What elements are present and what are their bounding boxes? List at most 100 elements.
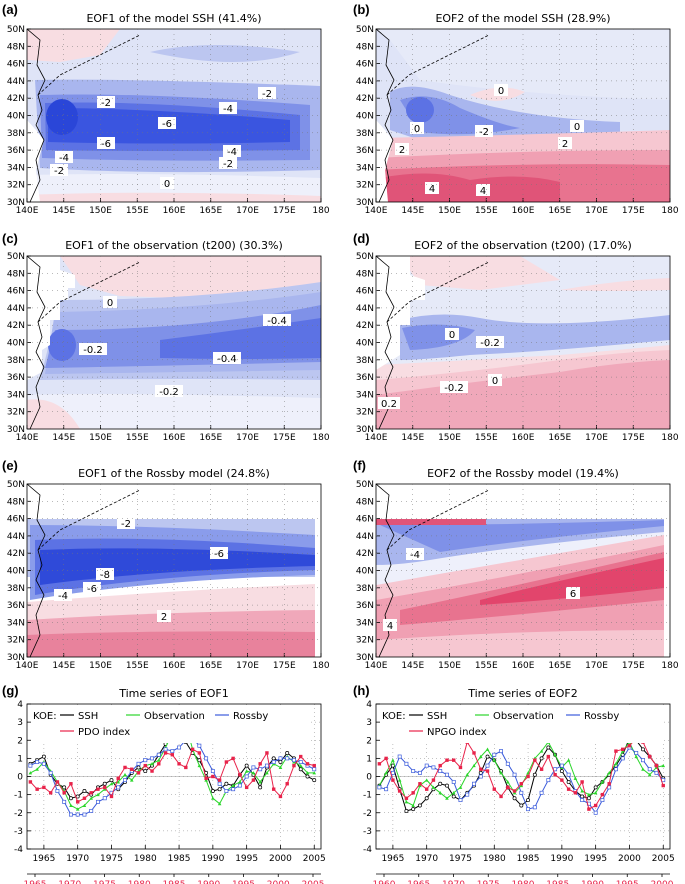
map-title: EOF1 of the model SSH (41.4%) [86, 12, 261, 25]
x-axis: 1965 1970 1975 1980 1985 1990 1995 2000 2005 [32, 845, 326, 864]
data-point [177, 762, 181, 766]
x2-tick-label: 1970 [442, 880, 465, 884]
data-point [238, 780, 242, 784]
y-tick-label: 38N [7, 584, 25, 594]
y-tick-label: 44N [356, 532, 374, 542]
contour-labels: 0 -0.2 0 -0.2 0.2 [378, 328, 504, 410]
data-point [492, 787, 496, 791]
contour-labels: -4 6 4 [383, 548, 580, 632]
svg-text:0: 0 [574, 122, 580, 133]
data-point [156, 752, 161, 757]
svg-text:-6: -6 [214, 549, 224, 560]
y-tick-label: 4 [17, 700, 23, 710]
contour-labels: 0 -0.2 -0.4 -0.4 -0.2 [79, 296, 291, 398]
data-point [298, 767, 303, 772]
x-tick-label: 1975 [100, 854, 123, 864]
y-tick-label: 50N [356, 252, 374, 262]
svg-text:-6: -6 [87, 584, 97, 595]
contour-label: 0 [488, 374, 502, 387]
data-point [438, 769, 443, 774]
x2-tick-label: 2005 [302, 880, 325, 884]
x-tick-label: 2000 [269, 854, 292, 864]
data-point [184, 765, 188, 770]
contour-label: -2 [219, 157, 237, 170]
data-point [48, 770, 53, 775]
data-point [157, 762, 161, 766]
y-tick-label: 2 [366, 736, 372, 746]
y-tick-label: -2 [363, 809, 372, 819]
data-point [620, 756, 625, 761]
x-axis: 140E 145E 150E 155E 160E 165E 170E 175E 180 [16, 256, 330, 443]
data-point [404, 800, 409, 804]
x-tick-label: 165E [548, 433, 571, 443]
data-point [96, 792, 100, 797]
data-point [48, 791, 53, 795]
data-point [264, 763, 269, 768]
svg-text:0.2: 0.2 [381, 399, 397, 410]
contour-labels: -2 -6 -8 -6 -4 2 [54, 517, 228, 623]
data-point [566, 787, 571, 791]
positive-core [480, 558, 664, 605]
y-tick-label: 42N [7, 549, 25, 559]
x-tick-label: 180 [661, 661, 678, 671]
y-tick-label: 38N [356, 356, 374, 366]
y-tick-label: 38N [7, 356, 25, 366]
contour-label: 0 [410, 122, 424, 135]
data-point [647, 772, 652, 777]
data-point [445, 772, 449, 777]
positive-region [400, 256, 560, 290]
x-tick-label: 175E [273, 206, 296, 216]
data-point [224, 781, 229, 786]
data-point [472, 751, 476, 755]
x2-tick-label: 1990 [197, 880, 220, 884]
legend-entry-rossby: Rossby [584, 711, 619, 722]
svg-text:0: 0 [107, 298, 113, 309]
x-tick-label: 150E [438, 661, 461, 671]
x-tick-label: 140E [365, 206, 388, 216]
legend-prefix: KOE: [382, 711, 406, 722]
data-point [265, 771, 269, 775]
data-point [526, 774, 530, 779]
contour-label: -2 [97, 96, 115, 109]
x-tick-label: 1990 [201, 854, 224, 864]
y-tick-label: 48N [356, 497, 374, 507]
data-point [210, 789, 215, 793]
data-point [211, 796, 215, 800]
data-point [116, 776, 120, 781]
data-point [607, 785, 612, 790]
x2-tick-label: 1985 [546, 880, 569, 884]
data-point [424, 778, 429, 782]
panel-label-c: (c) [2, 231, 18, 246]
data-point [451, 794, 456, 799]
data-point [136, 761, 141, 766]
svg-text:-4: -4 [223, 104, 233, 115]
x2-tick-label: 1965 [24, 880, 47, 884]
positive-strip [376, 519, 486, 525]
contour-label: 4 [425, 182, 439, 195]
data-point [472, 763, 476, 768]
data-point [271, 756, 276, 761]
svg-text:-4: -4 [58, 591, 68, 602]
data-point [35, 760, 40, 764]
x-tick-label: 150E [438, 433, 461, 443]
data-point [546, 778, 551, 783]
x-tick-label: 1975 [449, 854, 472, 864]
x2-tick-label: 2000 [267, 880, 290, 884]
map-title: EOF1 of the Rossby model (24.8%) [78, 467, 270, 480]
data-point [438, 763, 442, 768]
y-tick-label: 48N [7, 269, 25, 279]
data-point [89, 808, 94, 813]
data-point [614, 749, 618, 753]
x-tick-label: 160E [512, 661, 535, 671]
x2-tick-label: 1980 [512, 880, 535, 884]
data-point [312, 767, 317, 772]
data-point [478, 774, 483, 779]
x2-tick-label: 1960 [373, 880, 396, 884]
y-tick-label: 42N [7, 94, 25, 104]
y-tick-label: 2 [17, 736, 23, 746]
data-point [237, 783, 242, 788]
data-point [458, 798, 463, 803]
x-tick-label: 1970 [415, 854, 438, 864]
x-tick-label: 180 [312, 661, 329, 671]
y-tick-label: 48N [356, 42, 374, 52]
